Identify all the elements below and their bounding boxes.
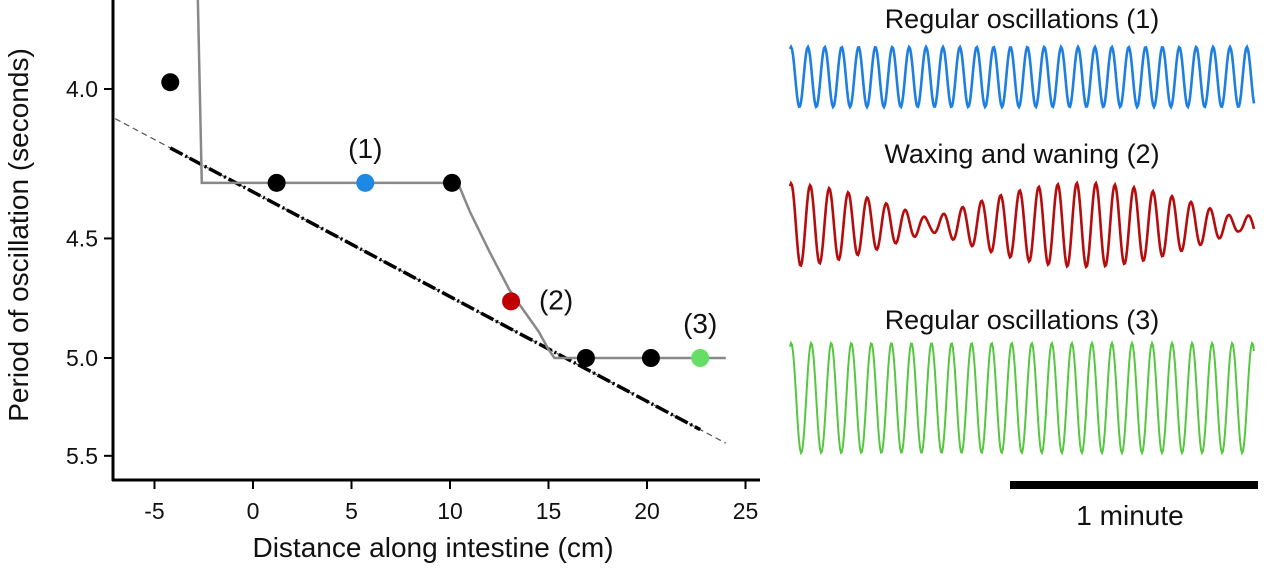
- trace-line: [789, 340, 1255, 456]
- trace-line: [788, 180, 1256, 270]
- x-tick-label: 20: [634, 498, 660, 524]
- data-point: [691, 349, 710, 367]
- trace-line: [788, 44, 1256, 110]
- trace-title: Regular oscillations (1): [885, 4, 1160, 34]
- x-tick-label: 15: [536, 498, 562, 524]
- y-tick-label: 4.5: [66, 225, 98, 251]
- y-tick-label: 4.0: [66, 76, 98, 102]
- data-point: [267, 173, 286, 192]
- y-tick-label: 5.0: [66, 345, 98, 371]
- data-point: [356, 173, 375, 192]
- data-point: [502, 292, 521, 311]
- y-axis-label: Period of oscillation (seconds): [3, 48, 34, 422]
- x-tick-label: -5: [144, 498, 164, 524]
- x-tick-label: 0: [247, 498, 260, 524]
- point-label: (1): [348, 133, 382, 164]
- data-point: [442, 173, 461, 192]
- data-point: [576, 349, 595, 367]
- data-point: [161, 73, 180, 92]
- x-tick-label: 25: [733, 498, 759, 524]
- y-tick-label: 5.5: [66, 443, 98, 469]
- point-label: (3): [683, 308, 717, 339]
- trace-title: Regular oscillations (3): [885, 305, 1160, 335]
- x-axis-label: Distance along intestine (cm): [252, 532, 613, 563]
- scale-bar-label: 1 minute: [1076, 500, 1183, 531]
- gradient-line: [169, 146, 702, 432]
- trace-title: Waxing and waning (2): [884, 139, 1159, 169]
- x-tick-label: 5: [345, 498, 358, 524]
- point-label: (2): [539, 284, 573, 315]
- x-tick-label: 10: [437, 498, 463, 524]
- data-point: [641, 349, 660, 367]
- axes: [111, 0, 760, 482]
